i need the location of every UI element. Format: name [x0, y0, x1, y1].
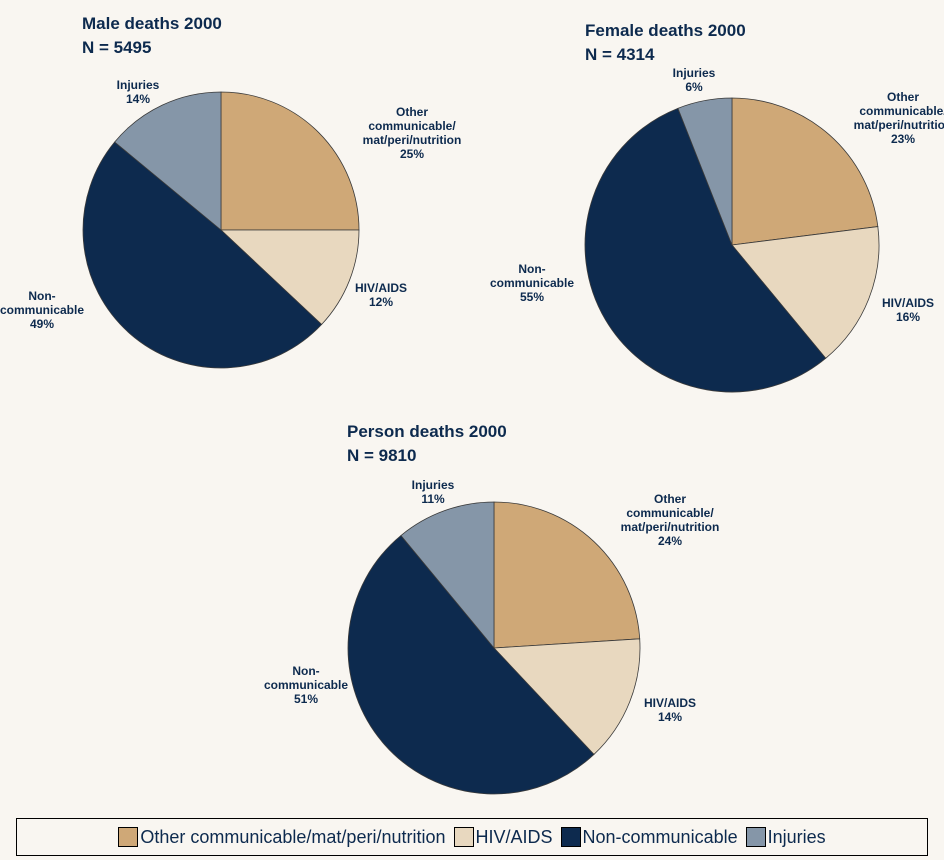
category-label: Non- communicable [263, 664, 349, 692]
value-label: 24% [657, 534, 683, 548]
legend-swatch [453, 827, 474, 847]
legend: Other communicable/mat/peri/nutrition HIV… [16, 818, 928, 856]
pie-slice [220, 91, 360, 231]
value-label: 49% [29, 317, 55, 331]
category-label: Injuries [672, 66, 716, 80]
category-label: Other communicable/ mat/peri/nutrition [853, 90, 944, 132]
value-label: 12% [368, 295, 394, 309]
slice-label: Other communicable/ mat/peri/nutrition 23… [854, 90, 944, 146]
slice-label: Other communicable/ mat/peri/nutrition 24… [621, 492, 720, 548]
value-label: 55% [519, 290, 545, 304]
legend-label: HIV/AIDS [475, 826, 553, 847]
category-label: Other communicable/ mat/peri/nutrition [362, 105, 462, 147]
legend-label: Non-communicable [582, 826, 738, 847]
legend-label: Injuries [767, 826, 826, 847]
slice-label: Injuries 14% [117, 78, 160, 106]
pie-slice [82, 141, 323, 369]
category-label: Other communicable/ mat/peri/nutrition [620, 492, 720, 534]
legend-label: Other communicable/mat/peri/nutrition [140, 826, 446, 847]
slice-label: HIV/AIDS 12% [355, 281, 407, 309]
slice-label: Non- communicable 51% [264, 664, 348, 706]
slice-label: Non- communicable 55% [490, 262, 574, 304]
chart-title: Person deaths 2000 [347, 422, 507, 441]
category-label: Injuries [116, 78, 160, 92]
legend-item: Injuries [745, 826, 826, 848]
legend-item: HIV/AIDS [453, 826, 553, 848]
slice-label: Injuries 6% [673, 66, 716, 94]
value-label: 11% [421, 492, 445, 506]
legend-item: Other communicable/mat/peri/nutrition [118, 826, 446, 848]
slice-label: Other communicable/ mat/peri/nutrition 25… [363, 105, 462, 161]
value-label: 51% [293, 692, 319, 706]
category-label: HIV/AIDS [643, 696, 697, 710]
legend-swatch [118, 827, 139, 847]
pie-slice [347, 534, 595, 795]
category-label: HIV/AIDS [354, 281, 408, 295]
legend-swatch [745, 827, 766, 847]
chart-subtitle: N = 5495 [82, 38, 152, 57]
value-label: 25% [399, 147, 425, 161]
pie-slice [400, 501, 495, 650]
slice-label: HIV/AIDS 14% [644, 696, 696, 724]
pie-slice [219, 229, 360, 326]
pie-slice [677, 97, 733, 246]
category-label: Non- communicable [489, 262, 575, 290]
pie-slice [114, 91, 222, 231]
chart-subtitle: N = 4314 [585, 45, 655, 64]
pie-slice [731, 226, 880, 359]
category-label: Non- communicable [0, 289, 85, 317]
value-label: 23% [890, 132, 916, 146]
pie-slice [731, 97, 879, 246]
pie-slice [584, 107, 827, 393]
slice-label: Injuries 11% [412, 478, 455, 506]
value-label: 6% [685, 80, 703, 94]
category-label: HIV/AIDS [881, 296, 935, 310]
chart-title: Male deaths 2000 [82, 14, 222, 33]
chart-subtitle: N = 9810 [347, 446, 417, 465]
value-label: 14% [125, 92, 151, 106]
chart-title: Female deaths 2000 [585, 21, 746, 40]
legend-swatch [560, 827, 581, 847]
slice-label: Non- communicable 49% [0, 289, 84, 331]
category-label: Injuries [411, 478, 455, 492]
legend-item: Non-communicable [560, 826, 738, 848]
pie-slice [493, 638, 641, 755]
value-label: 16% [895, 310, 921, 324]
pie-slice [493, 501, 641, 649]
value-label: 14% [657, 710, 683, 724]
slice-label: HIV/AIDS 16% [882, 296, 934, 324]
